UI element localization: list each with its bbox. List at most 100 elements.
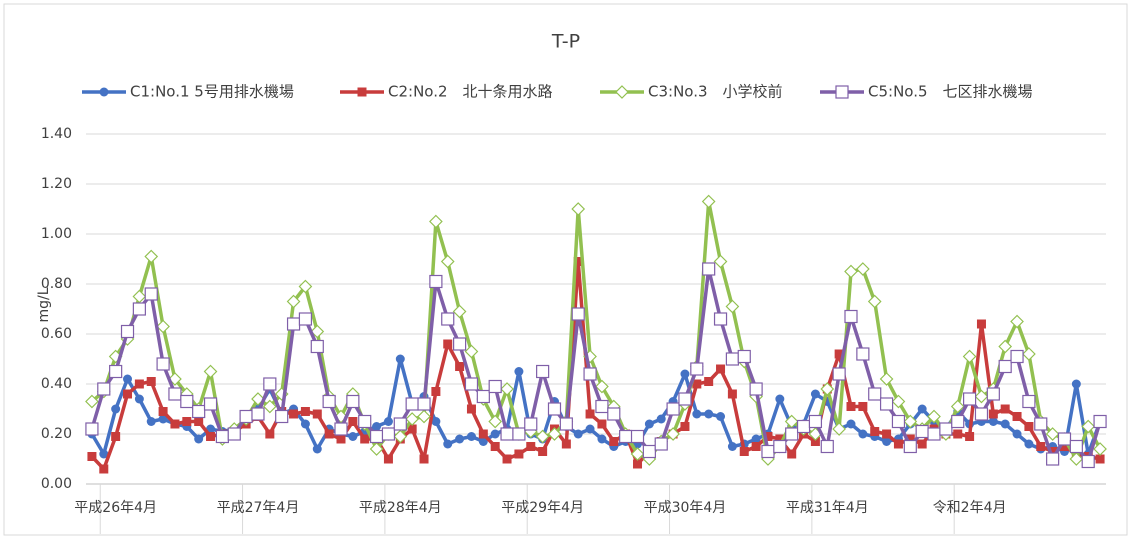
data-point bbox=[963, 392, 977, 406]
data-point bbox=[156, 357, 170, 371]
y-tick-label: 0.20 bbox=[41, 426, 72, 442]
data-point bbox=[158, 407, 168, 416]
data-point bbox=[464, 377, 479, 391]
data-point bbox=[514, 449, 524, 459]
data-point bbox=[431, 417, 441, 426]
data-point bbox=[692, 379, 702, 389]
data-point bbox=[727, 442, 737, 451]
data-point bbox=[561, 439, 571, 449]
data-point bbox=[120, 324, 135, 339]
data-point bbox=[702, 262, 716, 276]
data-point bbox=[360, 434, 370, 444]
data-point bbox=[334, 422, 348, 436]
data-point bbox=[286, 317, 301, 331]
data-point bbox=[194, 417, 204, 426]
data-point bbox=[846, 419, 856, 429]
data-point bbox=[298, 279, 313, 294]
data-point bbox=[810, 437, 820, 446]
data-point bbox=[134, 379, 144, 389]
data-point bbox=[405, 412, 420, 426]
data-point bbox=[251, 392, 265, 406]
data-point bbox=[123, 389, 133, 399]
x-tick-label: 平成28年4月 bbox=[359, 500, 442, 516]
data-point bbox=[1022, 347, 1036, 361]
data-point bbox=[417, 397, 431, 411]
data-point bbox=[607, 407, 621, 421]
data-point bbox=[192, 404, 206, 419]
data-point bbox=[858, 429, 868, 439]
data-point bbox=[867, 294, 882, 309]
data-point bbox=[134, 394, 144, 404]
data-point bbox=[915, 424, 929, 439]
data-point bbox=[583, 367, 597, 381]
data-point bbox=[538, 447, 548, 456]
data-point bbox=[796, 419, 811, 434]
y-tick-label: 0.00 bbox=[41, 476, 72, 492]
data-point bbox=[713, 254, 728, 269]
legend-marker bbox=[835, 85, 849, 99]
data-point bbox=[701, 194, 716, 209]
data-point bbox=[962, 349, 977, 364]
data-point bbox=[1069, 439, 1083, 454]
data-point bbox=[180, 394, 194, 409]
data-point bbox=[787, 449, 797, 459]
data-point bbox=[300, 407, 310, 416]
data-point bbox=[466, 404, 476, 414]
data-point bbox=[917, 439, 927, 449]
data-point bbox=[300, 419, 310, 429]
data-point bbox=[974, 407, 989, 421]
data-point bbox=[846, 402, 856, 411]
x-tick-label: 平成31年4月 bbox=[786, 500, 869, 516]
data-point bbox=[585, 409, 595, 419]
data-point bbox=[595, 379, 609, 394]
data-point bbox=[834, 349, 844, 359]
data-point bbox=[716, 364, 726, 374]
data-point bbox=[882, 437, 892, 446]
legend-marker bbox=[99, 87, 109, 97]
data-point bbox=[1069, 452, 1084, 466]
data-point bbox=[917, 404, 927, 414]
data-point bbox=[393, 429, 408, 444]
y-tick-label: 1.20 bbox=[41, 176, 72, 192]
data-point bbox=[262, 399, 277, 414]
data-point bbox=[312, 444, 322, 454]
legend-label: C5:No.5 七区排水機場 bbox=[868, 83, 1033, 101]
data-point bbox=[1024, 439, 1034, 449]
data-point bbox=[144, 249, 159, 264]
data-point bbox=[393, 417, 407, 431]
data-point bbox=[168, 372, 182, 386]
data-point bbox=[312, 409, 322, 419]
data-point bbox=[324, 429, 334, 439]
data-point bbox=[431, 387, 441, 396]
data-point bbox=[998, 339, 1013, 354]
data-point bbox=[976, 319, 986, 329]
data-point bbox=[619, 429, 633, 444]
data-point bbox=[820, 439, 834, 454]
data-point bbox=[597, 419, 607, 429]
data-point bbox=[85, 394, 99, 409]
data-point bbox=[1093, 414, 1107, 429]
data-point bbox=[704, 409, 714, 419]
data-point bbox=[905, 434, 915, 444]
data-point bbox=[870, 427, 880, 436]
data-point bbox=[927, 427, 941, 441]
data-point bbox=[656, 414, 666, 424]
data-point bbox=[951, 414, 965, 429]
data-point bbox=[417, 409, 431, 424]
data-point bbox=[974, 389, 989, 404]
data-point bbox=[678, 392, 692, 406]
data-point bbox=[573, 257, 583, 266]
data-point bbox=[1034, 417, 1048, 431]
data-point bbox=[310, 339, 324, 354]
data-point bbox=[1024, 422, 1034, 431]
data-point bbox=[1036, 442, 1046, 451]
data-point bbox=[965, 432, 975, 441]
data-point bbox=[369, 442, 384, 456]
data-point bbox=[203, 364, 218, 379]
data-point bbox=[512, 427, 526, 441]
data-point bbox=[988, 417, 998, 426]
data-point bbox=[443, 439, 453, 449]
data-point bbox=[500, 382, 514, 396]
data-point bbox=[1071, 379, 1081, 389]
data-point bbox=[716, 412, 726, 421]
